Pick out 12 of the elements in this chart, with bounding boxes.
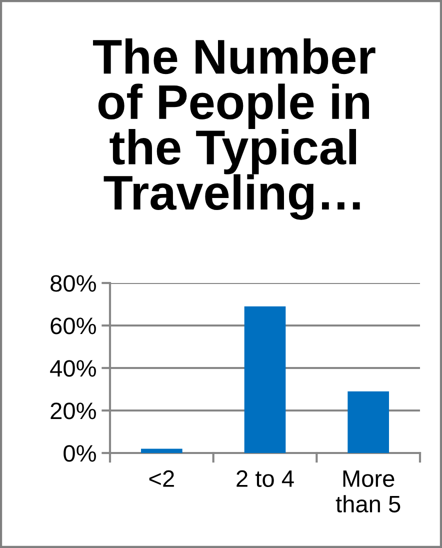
y-tick-label: 60%: [50, 318, 96, 334]
chart-title: The Number of People in the Typical Traveling…: [93, 38, 376, 220]
bar: [141, 448, 182, 453]
y-tick-label: 80%: [50, 275, 96, 292]
x-tick-label: More than 5: [336, 470, 400, 512]
x-tick-label: 2 to 4: [236, 470, 294, 488]
y-tick-label: 40%: [50, 360, 96, 377]
x-tick-label: <2: [149, 470, 174, 487]
bar: [244, 306, 286, 453]
y-tick-label: 20%: [50, 402, 96, 420]
bar: [348, 391, 389, 453]
y-tick-label: 0%: [64, 445, 96, 462]
